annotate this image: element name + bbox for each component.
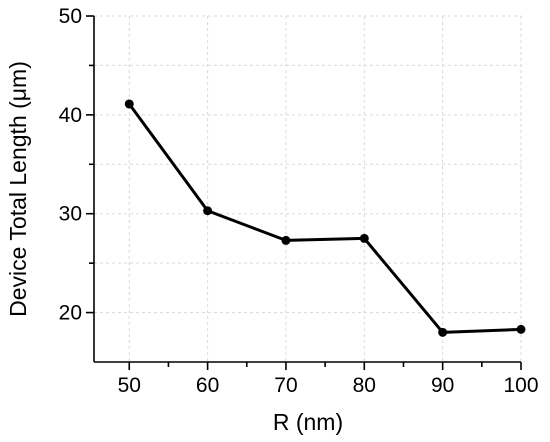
data-point — [124, 99, 134, 109]
data-point — [281, 235, 291, 245]
data-point — [438, 327, 448, 337]
grid-lines — [94, 15, 522, 362]
y-axis-title: Device Total Length (μm) — [5, 61, 31, 317]
y-tick-label: 40 — [59, 104, 82, 127]
x-tick-label: 100 — [503, 374, 538, 397]
y-tick-label: 50 — [59, 5, 82, 28]
x-tick-label: 60 — [196, 374, 219, 397]
x-tick-label: 90 — [431, 374, 454, 397]
data-point — [359, 233, 369, 243]
data-point — [203, 206, 213, 216]
x-axis-title: R (nm) — [273, 409, 343, 435]
series — [124, 99, 526, 337]
data-point — [516, 324, 526, 334]
y-tick-label: 20 — [59, 302, 82, 325]
axes — [93, 16, 521, 363]
tick-labels: 50 60 70 80 90 100 20 30 40 50 — [59, 5, 539, 397]
x-tick-label: 70 — [274, 374, 297, 397]
x-tick-label: 50 — [118, 374, 141, 397]
tick-marks — [86, 15, 522, 370]
series-line — [128, 103, 522, 334]
y-tick-label: 30 — [59, 203, 82, 226]
x-tick-label: 80 — [353, 374, 376, 397]
